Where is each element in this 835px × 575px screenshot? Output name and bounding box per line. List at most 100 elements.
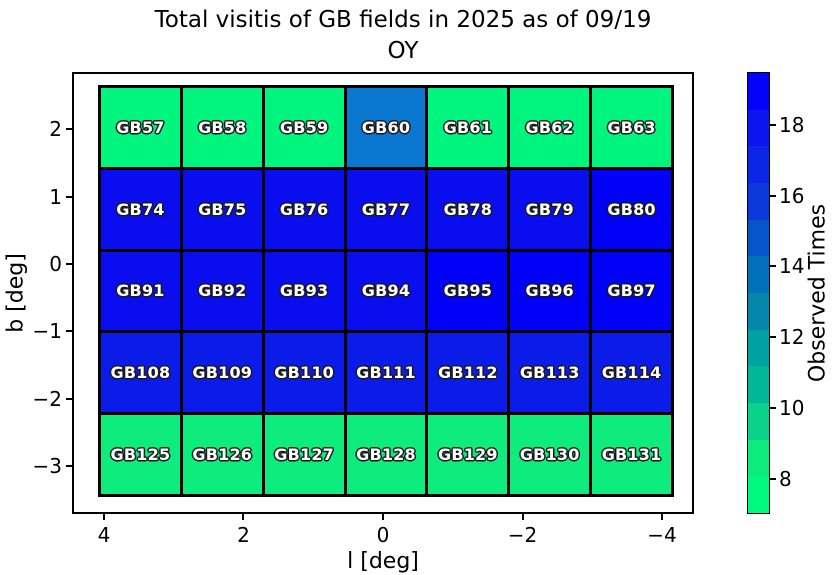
x-axis-tick (661, 512, 663, 520)
colorbar-segment (748, 439, 769, 477)
field-label: GB95 (443, 281, 493, 301)
field-label: GB92 (198, 281, 247, 301)
colorbar-segment (748, 146, 769, 184)
colorbar: Observed Times 18 16 14 12 10 8 (747, 72, 831, 514)
colorbar-tick-label: 18 (779, 113, 805, 138)
field-cell-gb91: GB91 (101, 251, 180, 331)
field-label: GB96 (525, 281, 574, 301)
field-label: GB62 (525, 117, 574, 137)
field-label: GB127 (274, 445, 334, 465)
field-label: GB126 (192, 445, 253, 465)
field-label: GB75 (198, 199, 247, 219)
field-cell-gb96: GB96 (510, 251, 590, 331)
field-cell-gb74: GB74 (101, 169, 180, 249)
field-cell-gb60: GB60 (346, 88, 426, 167)
colorbar-segment (748, 403, 769, 440)
y-axis-tick (66, 128, 74, 131)
colorbar-tick-label: 12 (779, 325, 805, 350)
field-cell-gb92: GB92 (182, 251, 262, 331)
field-cell-gb58: GB58 (182, 88, 262, 167)
field-cell-gb131: GB131 (592, 415, 671, 494)
field-label: GB79 (525, 199, 574, 219)
field-label: GB128 (356, 445, 416, 465)
colorbar-segment (748, 329, 769, 367)
y-axis-tick (66, 397, 74, 400)
field-cell-gb97: GB97 (592, 251, 671, 331)
field-label: GB60 (361, 117, 411, 137)
colorbar-tick (770, 265, 776, 268)
colorbar-tick-label: 10 (779, 395, 805, 420)
colorbar-segment (748, 183, 769, 220)
field-label: GB108 (110, 363, 171, 383)
field-label: GB61 (443, 117, 493, 137)
field-label: GB80 (607, 199, 656, 219)
colorbar-label: Observed Times (805, 203, 831, 383)
colorbar-tick-label: 16 (779, 183, 805, 208)
colorbar-segment (748, 293, 769, 330)
field-cell-gb94: GB94 (346, 251, 426, 331)
field-cell-gb129: GB129 (428, 415, 508, 494)
x-axis-tick-label: 4 (97, 523, 111, 547)
plot-area: GB57 GB58 GB59 GB60 GB61 GB62 GB63 GB74 GB75 GB76… (4, 72, 694, 574)
field-cell-gb127: GB127 (264, 415, 344, 494)
field-label: GB110 (274, 363, 334, 383)
field-cell-gb130: GB130 (510, 415, 590, 494)
y-axis-tick-label: 0 (49, 252, 62, 277)
field-cell-gb57: GB57 (101, 88, 180, 167)
field-cell-gb109: GB109 (182, 333, 262, 413)
field-cell-gb75: GB75 (182, 169, 262, 249)
field-label: GB125 (110, 445, 171, 465)
field-cell-gb110: GB110 (264, 333, 344, 413)
y-axis-tick-label: −1 (32, 319, 62, 344)
y-axis-tick (66, 263, 74, 266)
field-label: GB77 (361, 199, 411, 219)
field-cell-gb79: GB79 (510, 169, 590, 249)
field-cell-gb95: GB95 (428, 251, 508, 331)
colorbar-tick-label: 8 (779, 466, 792, 491)
chart-title-line-2: OY (387, 38, 419, 64)
field-cell-gb62: GB62 (510, 88, 590, 167)
field-label: GB129 (437, 445, 498, 465)
field-label: GB130 (519, 445, 580, 465)
x-axis-tick-label: 0 (376, 523, 390, 547)
chart-title: Total visitis of GB fields in 2025 as of… (72, 5, 734, 67)
x-axis-tick-label: −2 (507, 523, 538, 547)
x-axis-tick (242, 512, 245, 520)
field-cell-gb126: GB126 (182, 415, 262, 494)
field-label: GB112 (437, 363, 498, 383)
y-axis-tick (66, 330, 74, 333)
field-cell-gb78: GB78 (428, 169, 508, 249)
field-cell-gb111: GB111 (346, 333, 426, 413)
field-grid: GB57 GB58 GB59 GB60 GB61 GB62 GB63 GB74 GB75 GB76… (98, 85, 674, 497)
y-axis-tick-label: −3 (32, 454, 62, 479)
colorbar-segment (748, 366, 769, 404)
field-label: GB131 (601, 445, 662, 465)
field-label: GB76 (279, 199, 329, 219)
y-axis-tick-label: −2 (32, 386, 62, 411)
colorbar-segment (748, 219, 769, 257)
y-axis-tick-label: 1 (49, 184, 62, 209)
field-cell-gb114: GB114 (592, 333, 671, 413)
x-axis-tick (102, 512, 105, 520)
x-axis-label: l [deg] (347, 549, 419, 574)
colorbar-segment (748, 476, 769, 514)
field-label: GB113 (519, 363, 580, 383)
x-axis-tick (521, 512, 524, 520)
colorbar-tick (770, 194, 776, 197)
y-axis-tick-label: 2 (49, 117, 62, 142)
field-label: GB78 (443, 199, 493, 219)
field-cell-gb112: GB112 (428, 333, 508, 413)
field-cell-gb125: GB125 (101, 415, 180, 494)
field-label: GB111 (356, 363, 416, 383)
field-label: GB94 (361, 281, 411, 301)
field-label: GB109 (192, 363, 253, 383)
field-cell-gb76: GB76 (264, 169, 344, 249)
y-axis-tick (66, 195, 74, 198)
field-cell-gb63: GB63 (592, 88, 671, 167)
x-axis-tick-label: −4 (647, 523, 677, 547)
field-cell-gb113: GB113 (510, 333, 590, 413)
x-axis-tick-label: 2 (237, 523, 250, 547)
field-label: GB114 (601, 363, 662, 383)
field-label: GB58 (198, 117, 247, 137)
